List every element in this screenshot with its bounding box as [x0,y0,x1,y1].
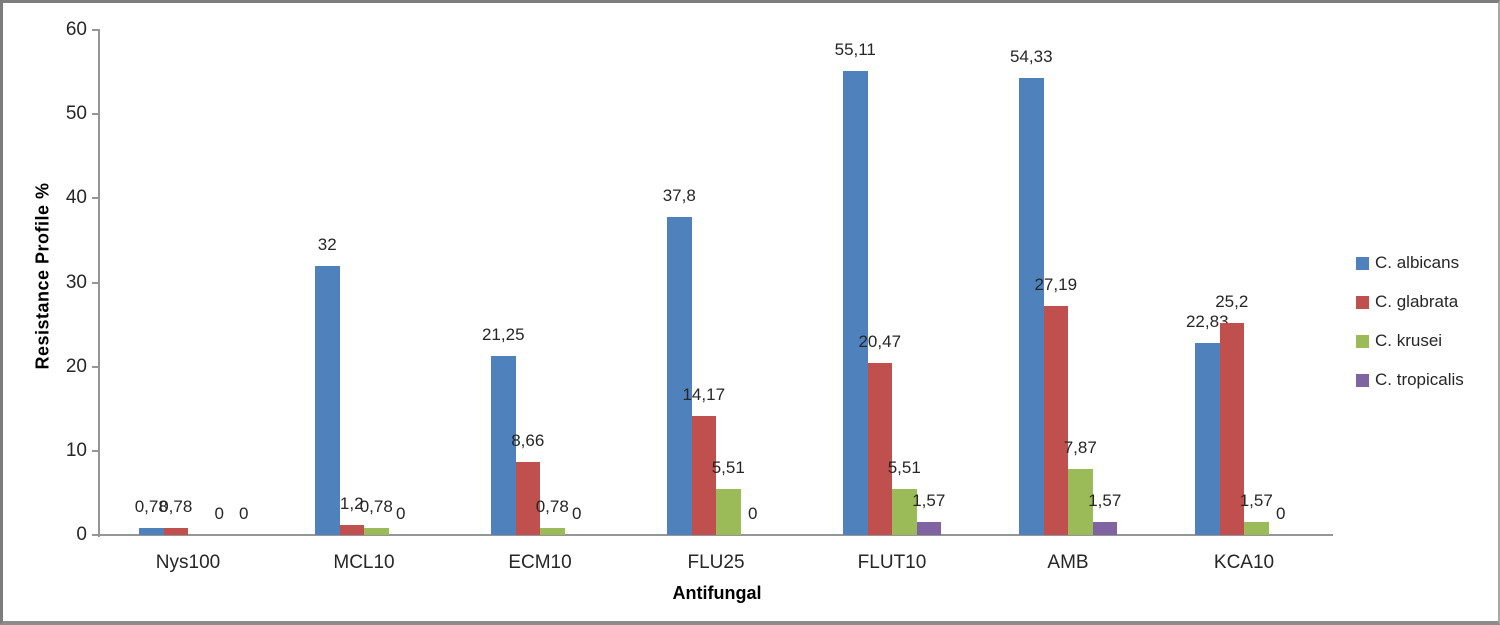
bar-c-krusei-ecm10 [540,528,565,535]
bar-c-glabrata-flut10 [867,362,892,535]
bar-c-glabrata-ecm10 [515,462,540,535]
x-category-label: AMB [1047,552,1089,573]
legend-item-c-krusei: C. krusei [1356,331,1442,351]
bar-c-krusei-flut10 [892,488,917,535]
y-tick-label: 20 [65,355,87,377]
legend-label: C. tropicalis [1375,370,1464,389]
bar-c-glabrata-kca10 [1219,322,1244,535]
y-tick-mark [92,365,99,368]
bar-value-label: 22,83 [1185,311,1229,331]
y-tick-label: 60 [65,19,87,40]
legend-swatch-icon [1356,334,1369,348]
bar-value-label: 0 [748,504,758,523]
bar-value-label: 0 [1276,504,1286,523]
legend-swatch-icon [1356,295,1369,309]
bar-c-albicans-flut10 [843,71,868,535]
x-category-label: Nys100 [155,552,221,573]
bar-c-albicans-flu25 [667,216,692,535]
bar-value-label: 8,66 [511,431,545,451]
bar-value-label: 1,57 [1239,490,1273,510]
bar-value-label: 0 [239,504,249,523]
bar-value-label: 0,78 [535,497,569,517]
y-tick-label: 50 [65,103,87,125]
y-tick-mark [92,449,99,452]
bar-c-albicans-nys100 [139,528,164,535]
bar-c-krusei-amb [1068,468,1093,535]
bar-c-albicans-mcl10 [315,265,340,535]
y-tick-mark [92,281,99,284]
legend-item-c-glabrata: C. glabrata [1356,292,1458,312]
bar-value-label: 0,78 [159,497,193,517]
x-category-label: FLU25 [687,552,745,573]
bar-c-krusei-mcl10 [364,528,389,535]
y-tick-label: 10 [65,439,87,461]
bar-value-label: 1,57 [1088,490,1122,510]
bar-value-label: 5,51 [887,457,921,477]
bar-value-label: 0,78 [359,497,393,517]
bar-c-krusei-flu25 [716,488,741,535]
bar-c-albicans-kca10 [1195,342,1220,535]
bar-value-label: 27,19 [1034,275,1078,295]
legend-swatch-icon [1356,256,1369,270]
y-tick-mark [92,534,99,536]
bar-c-albicans-ecm10 [491,356,516,535]
x-axis-line [98,534,1333,536]
bar-value-label: 1,57 [912,490,946,510]
bar-c-glabrata-nys100 [163,528,188,535]
legend-item-c-albicans: C. albicans [1356,253,1459,273]
bar-c-glabrata-amb [1043,306,1068,535]
bar-c-tropicalis-amb [1092,521,1117,535]
bar-value-label: 20,47 [858,331,902,351]
legend-label: C. glabrata [1375,292,1459,311]
bar-value-label: 32 [317,234,337,254]
bar-c-glabrata-flu25 [691,415,716,535]
y-tick-mark [92,29,99,31]
bar-value-label: 5,51 [711,457,745,477]
y-tick-mark [92,197,99,200]
bar-value-label: 0 [396,504,406,523]
bar-value-label: 0 [214,504,224,523]
y-tick-label: 30 [65,271,87,293]
legend-swatch-icon [1356,373,1369,387]
bar-value-label: 54,33 [1009,46,1053,66]
bar-value-label: 7,87 [1063,437,1097,457]
x-category-label: MCL10 [333,552,395,573]
bar-value-label: 21,25 [481,325,525,345]
legend-item-c-tropicalis: C. tropicalis [1356,370,1464,390]
y-tick-mark [92,113,99,116]
bar-c-albicans-amb [1019,77,1044,535]
bar-c-krusei-kca10 [1244,521,1269,535]
legend-label: C. krusei [1375,331,1443,350]
x-axis-title: Antifungal [672,583,762,603]
bar-value-label: 37,8 [662,185,696,205]
bar-value-label: 25,2 [1215,291,1249,311]
x-category-label: FLUT10 [857,552,927,573]
bar-value-label: 0 [572,504,582,523]
bar-value-label: 14,17 [682,384,726,404]
bar-value-label: 55,11 [834,40,876,60]
y-tick-label: 0 [76,524,87,545]
x-category-label: ECM10 [508,552,572,573]
y-axis-line [98,29,100,537]
plot-area: 0 10 20 30 40 50 60 0,78 0,78 0 0 Nys100 32 1,2 0,78 0 M… [3,3,1498,621]
bar-c-tropicalis-flut10 [916,521,941,535]
bar-value-label: 0,78 [134,497,168,517]
bar-c-glabrata-mcl10 [339,524,364,535]
legend-label: C. albicans [1375,253,1460,272]
y-tick-label: 40 [65,187,87,209]
bar-value-label: 1,2 [339,493,364,513]
x-category-label: KCA10 [1213,552,1275,573]
y-axis-title: Resistance Profile % [32,182,53,370]
